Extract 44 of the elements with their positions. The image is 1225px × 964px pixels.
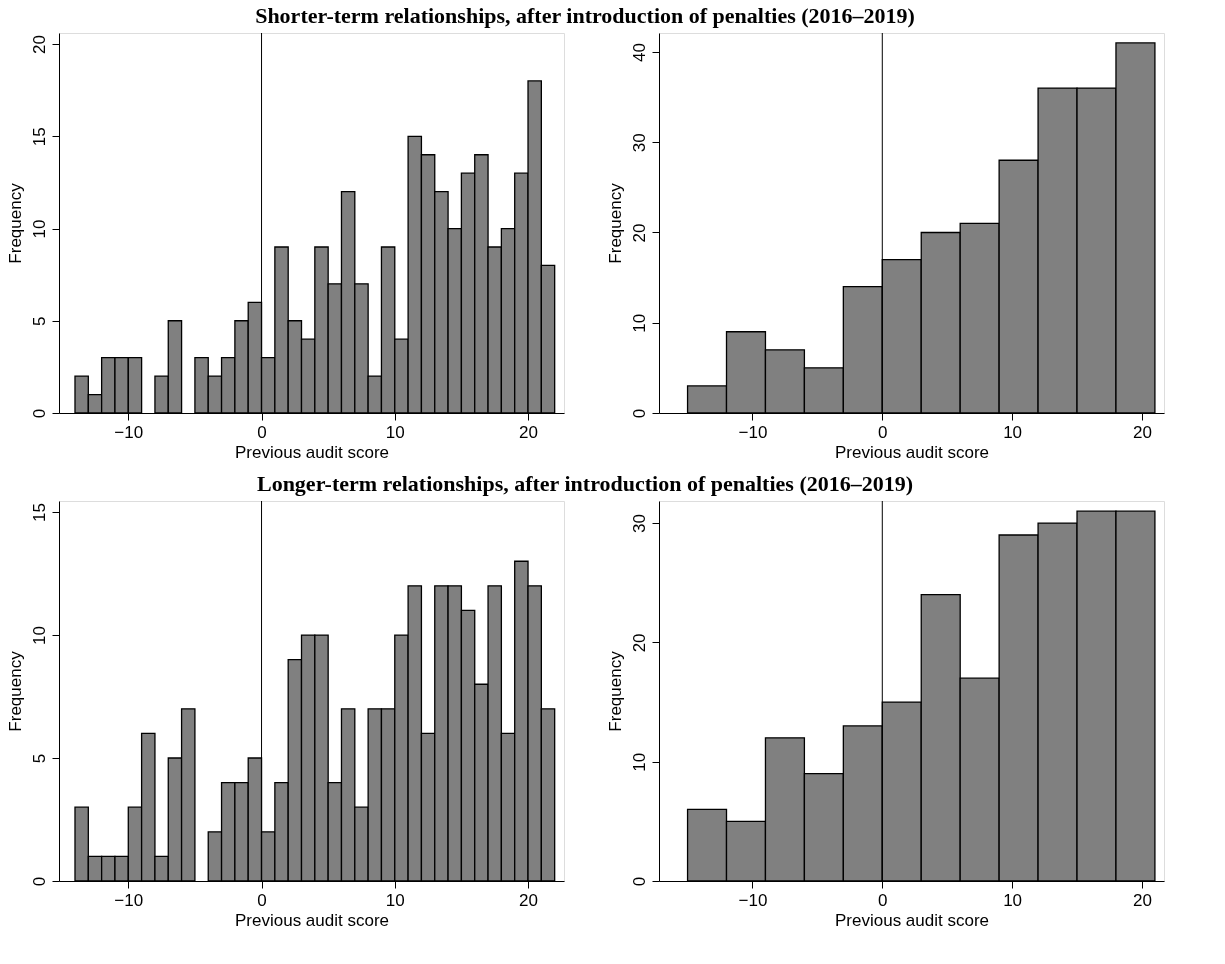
y-tick-label: 0	[29, 408, 49, 419]
y-tick-label: 20	[629, 633, 649, 653]
x-axis-title: Previous audit score	[834, 910, 990, 930]
y-axis-title: Frequency	[605, 650, 625, 732]
x-tick-label: −10	[738, 422, 768, 442]
y-tick-label: 10	[29, 626, 49, 646]
chart-title: Longer-term relationships, after introduction of penalties (2016–2019)	[256, 471, 914, 496]
x-tick-label: 20	[1132, 890, 1152, 910]
x-axis-title: Previous audit score	[234, 442, 390, 462]
y-axis-title: Frequency	[5, 650, 25, 732]
x-tick-label: 10	[385, 422, 405, 442]
y-tick-label: 15	[29, 503, 49, 523]
y-tick-label: 10	[29, 219, 49, 239]
y-axis-title: Frequency	[605, 182, 625, 264]
x-tick-label: 0	[257, 422, 267, 442]
y-tick-label: 5	[29, 316, 49, 326]
x-tick-label: 10	[1003, 890, 1023, 910]
x-tick-label: 10	[385, 890, 405, 910]
y-tick-label: 0	[629, 876, 649, 887]
chart-title: Shorter-term relationships, after introduction of penalties (2016–2019)	[255, 3, 915, 28]
x-tick-label: 0	[878, 890, 888, 910]
y-tick-label: 0	[29, 876, 49, 887]
y-tick-label: 15	[29, 127, 49, 147]
x-axis-title: Previous audit score	[234, 910, 390, 930]
x-tick-label: 20	[519, 890, 538, 910]
x-tick-label: −10	[114, 890, 144, 910]
y-tick-label: 10	[629, 313, 649, 333]
y-tick-label: 0	[629, 408, 649, 419]
y-tick-label: 30	[629, 514, 649, 534]
x-tick-label: 20	[519, 422, 538, 442]
y-axis-title: Frequency	[5, 182, 25, 264]
y-tick-label: 5	[29, 753, 49, 764]
y-tick-label: 10	[629, 752, 649, 772]
y-tick-label: 30	[629, 133, 649, 153]
x-tick-label: 0	[257, 890, 267, 910]
y-tick-label: 20	[29, 35, 49, 55]
x-tick-label: −10	[114, 422, 144, 442]
x-tick-label: −10	[738, 890, 768, 910]
x-tick-label: 20	[1132, 422, 1152, 442]
y-tick-label: 20	[629, 223, 649, 243]
x-tick-label: 10	[1003, 422, 1023, 442]
x-axis-title: Previous audit score	[834, 442, 990, 462]
x-tick-label: 0	[878, 422, 888, 442]
y-tick-label: 40	[629, 42, 649, 62]
